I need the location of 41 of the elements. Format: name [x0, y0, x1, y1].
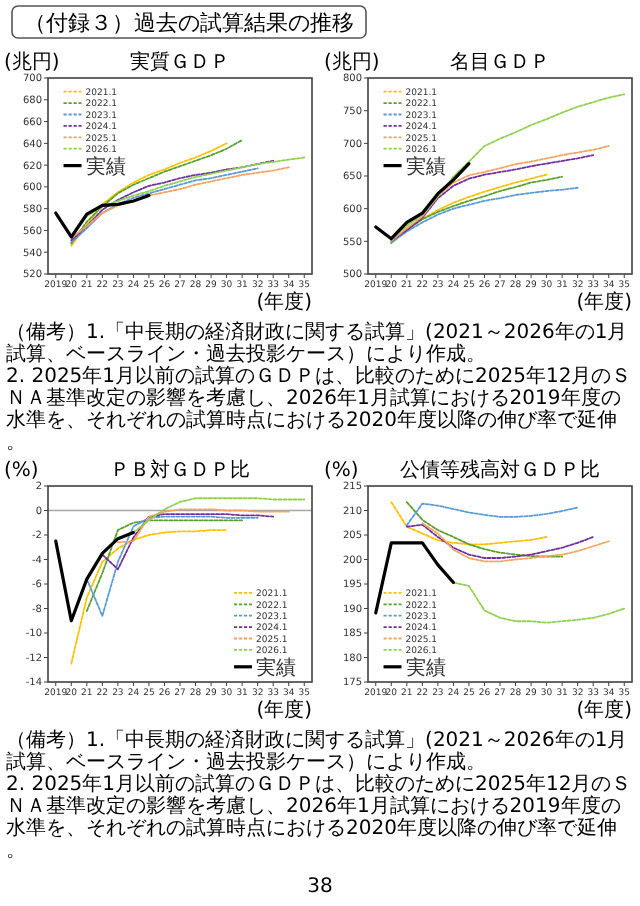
y-axis-title: (兆円): [4, 50, 60, 74]
y-axis-title: (%): [4, 460, 39, 482]
text: 38: [307, 876, 333, 898]
x-axis-title: (年度): [256, 290, 313, 314]
line-series: [405, 501, 564, 558]
x-axis-title: (年度): [576, 290, 633, 314]
legend-label: 実績: [405, 656, 446, 680]
line-series: [421, 522, 610, 563]
text: （付録３）過去の試算結果の推移: [24, 10, 354, 36]
y-axis-title: (%): [324, 460, 359, 482]
line-series: [390, 186, 579, 244]
line-series: [405, 502, 579, 527]
line-series: [405, 523, 595, 559]
legend-label: 実績: [405, 154, 446, 179]
line-series: [116, 508, 290, 544]
chart-title: 公債等残高対ＧＤＰ比: [400, 458, 600, 482]
y-axis-title: (兆円): [324, 50, 380, 74]
line-series: [54, 530, 136, 623]
line-series: [54, 194, 151, 239]
line-series: [85, 519, 244, 612]
line-series: [101, 513, 275, 571]
chart-title: 実質ＧＤＰ: [130, 50, 230, 74]
chart-title: ＰＢ対ＧＤＰ比: [110, 458, 250, 482]
line-series: [85, 515, 259, 617]
line-series: [374, 541, 456, 615]
text: 2. 2025年1月以前の試算のＧＤＰは、比較のために2025年12月のＳＮＡ基準改定の影響を考慮し、2026年1月試算における2019年度の水準を、それぞれの試算時点における2020年度以降の伸び率で延伸。: [6, 772, 632, 862]
text: （備考）1.「中長期の経済財政に関する試算」(2021～2026年の1月試算、ベースライン・過去投影ケース）により作成。: [6, 728, 628, 774]
legend-label: 実績: [256, 656, 296, 680]
x-axis-title: (年度): [256, 698, 313, 722]
line-series: [390, 501, 548, 546]
line-series: [452, 581, 626, 624]
line-series: [70, 159, 275, 242]
text: 2. 2025年1月以前の試算のＧＤＰは、比較のために2025年12月のＳＮＡ基準改定の影響を考慮し、2026年1月試算における2019年度の水準を、それぞれの試算時点における2020年度以降の伸び率で延伸。: [6, 364, 632, 454]
legend-label: 実績: [85, 154, 126, 179]
line-series: [390, 145, 610, 242]
chart-title: 名目ＧＤＰ: [450, 50, 550, 74]
line-series: [390, 154, 595, 242]
text: （備考）1.「中長期の経済財政に関する試算」(2021～2026年の1月試算、ベースライン・過去投影ケース）により作成。: [6, 320, 628, 366]
line-series: [132, 497, 306, 534]
x-axis-title: (年度): [576, 698, 633, 722]
line-series: [70, 529, 228, 665]
